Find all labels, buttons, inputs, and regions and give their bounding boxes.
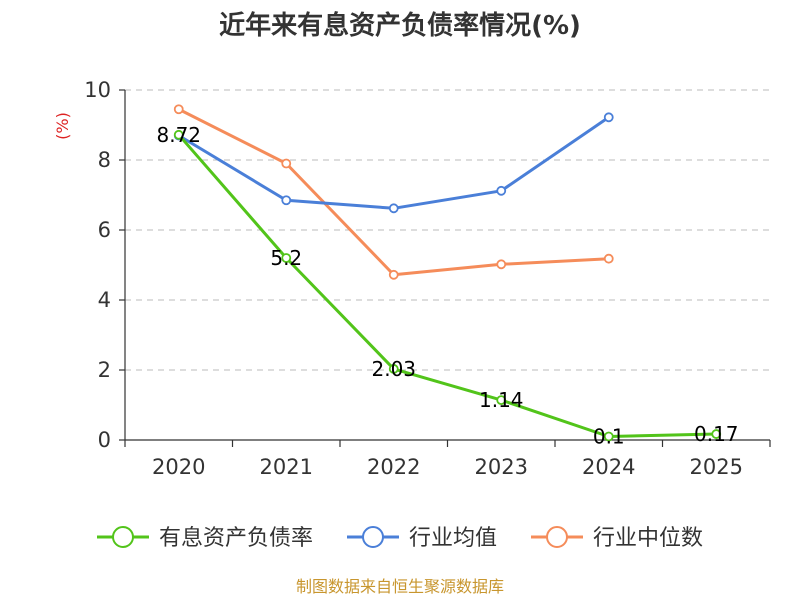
data-point bbox=[281, 195, 292, 206]
data-point bbox=[603, 112, 614, 123]
x-tick-label: 2020 bbox=[152, 455, 205, 479]
legend-item: 行业均值 bbox=[347, 526, 497, 551]
data-labels: 8.72 5.2 2.03 1.14 0.1 0.17 bbox=[156, 123, 738, 449]
legend-label: 行业中位数 bbox=[593, 526, 703, 551]
legend: 有息资产负债率 行业均值 行业中位数 bbox=[97, 526, 703, 551]
data-point bbox=[281, 158, 292, 169]
axes: 0 2 4 6 8 10 2020 2021 2022 2023 2024 2025 bbox=[84, 78, 771, 479]
x-tick-label: 2021 bbox=[260, 455, 313, 479]
data-label: 0.17 bbox=[694, 422, 739, 446]
data-point bbox=[711, 429, 722, 439]
data-point bbox=[496, 185, 507, 196]
data-point bbox=[173, 104, 184, 115]
legend-item: 行业中位数 bbox=[531, 526, 703, 551]
series-line bbox=[177, 133, 717, 438]
x-tick-label: 2024 bbox=[582, 455, 635, 479]
series-group bbox=[173, 104, 722, 442]
legend-marker bbox=[362, 526, 384, 548]
data-label: 1.14 bbox=[479, 388, 524, 412]
legend-marker bbox=[546, 526, 568, 548]
y-tick-label: 8 bbox=[98, 148, 111, 172]
y-tick-label: 10 bbox=[84, 78, 111, 102]
data-label: 2.03 bbox=[371, 357, 416, 381]
y-tick-label: 6 bbox=[98, 218, 111, 242]
data-label: 5.2 bbox=[270, 246, 302, 270]
y-tick-label: 0 bbox=[98, 428, 111, 452]
data-point bbox=[496, 259, 507, 270]
legend-item: 有息资产负债率 bbox=[97, 526, 313, 551]
data-point bbox=[388, 203, 399, 214]
data-point bbox=[173, 129, 184, 140]
series-line bbox=[178, 107, 609, 277]
data-label: 0.1 bbox=[593, 425, 625, 449]
data-point bbox=[388, 269, 399, 280]
data-point bbox=[496, 395, 507, 406]
y-tick-label: 4 bbox=[98, 288, 111, 312]
y-axis-unit-label: (%) bbox=[53, 112, 72, 140]
x-tick-label: 2023 bbox=[475, 455, 528, 479]
x-tick-label: 2025 bbox=[690, 455, 743, 479]
data-label: 8.72 bbox=[156, 123, 201, 147]
data-point bbox=[388, 364, 399, 374]
data-point bbox=[603, 253, 614, 264]
data-point bbox=[603, 431, 614, 442]
legend-label: 有息资产负债率 bbox=[159, 526, 313, 551]
legend-label: 行业均值 bbox=[409, 526, 497, 551]
chart-title: 近年来有息资产负债率情况(%) bbox=[219, 10, 581, 41]
source-note: 制图数据来自恒生聚源数据库 bbox=[296, 577, 504, 596]
data-point bbox=[281, 253, 292, 263]
y-tick-label: 2 bbox=[98, 358, 111, 382]
grid-lines bbox=[125, 89, 770, 371]
series-line bbox=[177, 116, 610, 210]
legend-marker bbox=[112, 526, 134, 548]
x-tick-label: 2022 bbox=[367, 455, 420, 479]
